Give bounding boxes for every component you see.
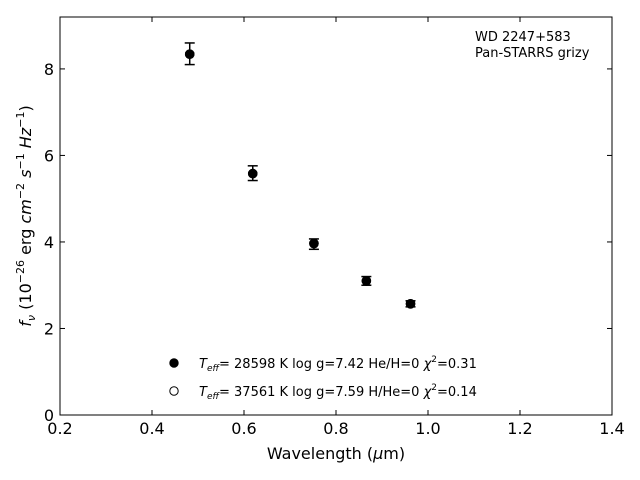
model-point-open	[184, 49, 195, 60]
y-tick-label: 4	[44, 233, 54, 252]
model-point-open	[361, 276, 372, 286]
annotation-line-1: WD 2247+583	[475, 30, 571, 45]
x-axis-label: Wavelength (μm)	[267, 444, 405, 463]
x-tick-label: 0.4	[139, 419, 164, 438]
y-tick-label: 6	[44, 146, 54, 165]
legend-marker-filled	[169, 358, 179, 368]
x-tick-label: 1.0	[415, 419, 440, 438]
y-tick-label: 0	[44, 406, 54, 425]
x-axis: 0.2 0.4 0.6 0.8 1.0 1.2 1.4	[47, 17, 625, 438]
annotation-line-2: Pan-STARRS grizy	[475, 46, 590, 61]
y-axis: 0 2 4 6 8	[44, 60, 612, 425]
legend-label-1: Teff= 28598 K log g=7.42 He/H=0 χ2=0.31	[199, 355, 477, 374]
plot-frame	[59, 16, 613, 416]
legend: Teff= 28598 K log g=7.42 He/H=0 χ2=0.31 …	[169, 355, 477, 402]
legend-marker-open	[169, 386, 179, 396]
y-tick-label: 8	[44, 60, 54, 79]
x-tick-label: 0.2	[47, 419, 72, 438]
x-tick-label: 0.6	[231, 419, 256, 438]
legend-label-2: Teff= 37561 K log g=7.59 H/He=0 χ2=0.14	[199, 383, 477, 402]
plot-layer	[184, 42, 416, 309]
model-point-open	[247, 168, 258, 179]
y-axis-label: fν (10−26 erg cm−2 s−1 Hz−1)	[14, 105, 38, 326]
y-tick-label: 2	[44, 319, 54, 338]
model-point-open	[309, 238, 319, 249]
x-tick-label: 0.8	[323, 419, 348, 438]
x-tick-label: 1.4	[599, 419, 624, 438]
x-tick-label: 1.2	[507, 419, 532, 438]
model-point-open	[405, 299, 416, 309]
